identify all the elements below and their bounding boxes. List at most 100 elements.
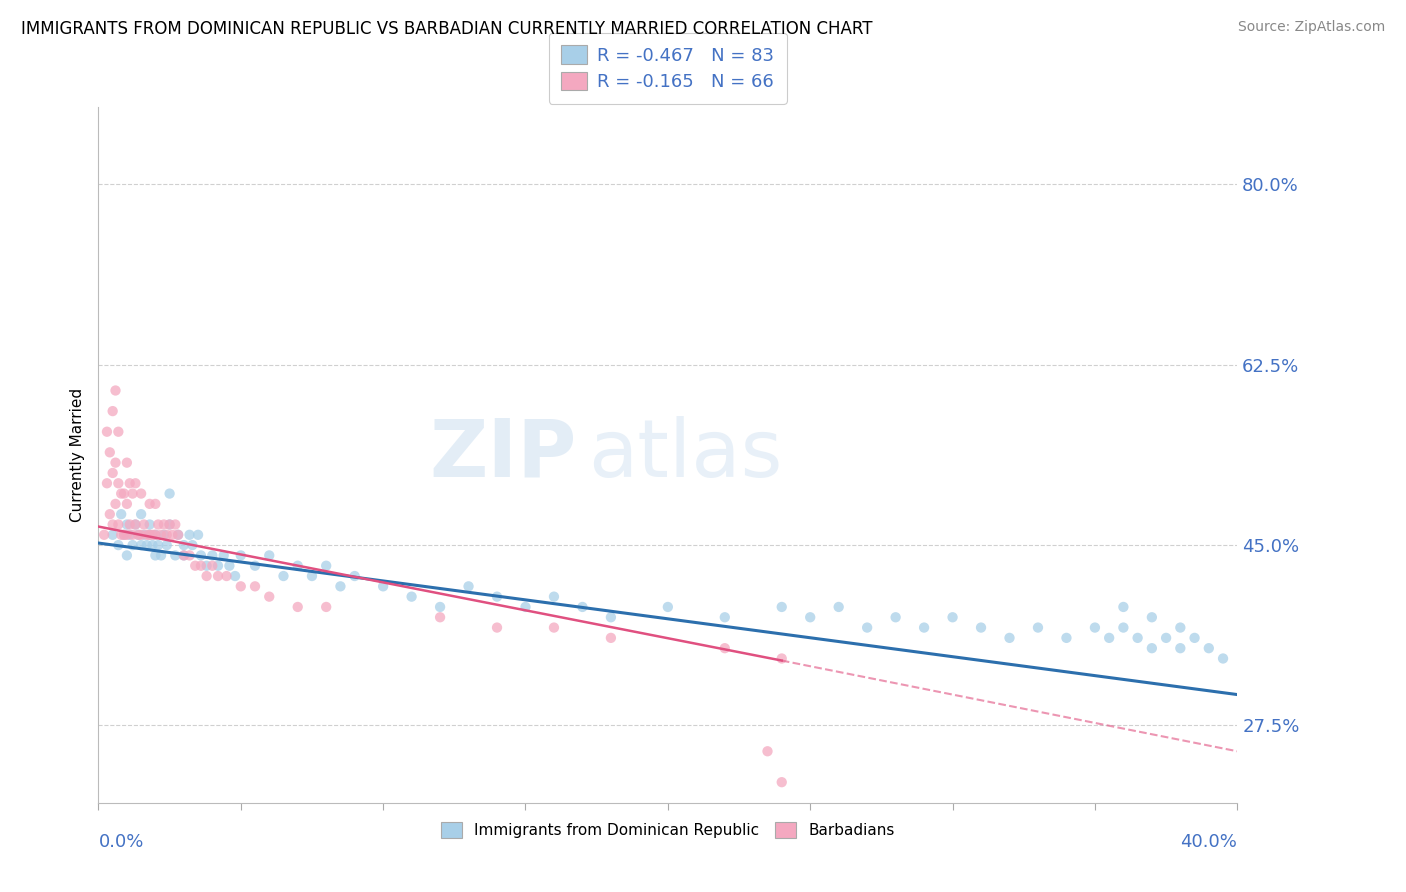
Text: ZIP: ZIP bbox=[429, 416, 576, 494]
Point bbox=[110, 507, 132, 521]
Point bbox=[190, 549, 212, 563]
Point bbox=[150, 549, 173, 563]
Point bbox=[259, 549, 281, 563]
Point bbox=[129, 528, 152, 542]
Point bbox=[124, 517, 146, 532]
Text: Source: ZipAtlas.com: Source: ZipAtlas.com bbox=[1237, 20, 1385, 34]
Point bbox=[343, 569, 366, 583]
Point bbox=[515, 599, 537, 614]
Point bbox=[124, 476, 146, 491]
Point bbox=[96, 476, 118, 491]
Point bbox=[115, 549, 138, 563]
Point bbox=[329, 579, 352, 593]
Point bbox=[970, 621, 993, 635]
Point bbox=[273, 569, 295, 583]
Point bbox=[229, 579, 252, 593]
Point bbox=[165, 517, 187, 532]
Point bbox=[118, 517, 141, 532]
Point bbox=[1170, 641, 1192, 656]
Point bbox=[115, 517, 138, 532]
Point bbox=[287, 599, 309, 614]
Point bbox=[884, 610, 907, 624]
Point bbox=[912, 621, 935, 635]
Point bbox=[127, 528, 149, 542]
Point bbox=[98, 445, 121, 459]
Point bbox=[173, 549, 195, 563]
Point bbox=[1140, 610, 1163, 624]
Point bbox=[145, 549, 167, 563]
Point bbox=[135, 538, 157, 552]
Point bbox=[159, 517, 181, 532]
Point bbox=[167, 528, 190, 542]
Point bbox=[998, 631, 1021, 645]
Point bbox=[145, 528, 167, 542]
Point bbox=[124, 517, 146, 532]
Point bbox=[770, 775, 793, 789]
Point bbox=[195, 569, 218, 583]
Point bbox=[486, 590, 509, 604]
Point bbox=[145, 497, 167, 511]
Point bbox=[1056, 631, 1078, 645]
Point bbox=[243, 579, 266, 593]
Point bbox=[121, 486, 143, 500]
Y-axis label: Currently Married: Currently Married bbox=[69, 388, 84, 522]
Point bbox=[96, 425, 118, 439]
Point bbox=[201, 549, 224, 563]
Point bbox=[799, 610, 821, 624]
Point bbox=[1098, 631, 1121, 645]
Point bbox=[101, 404, 124, 418]
Point bbox=[229, 549, 252, 563]
Point bbox=[107, 517, 129, 532]
Legend: Immigrants from Dominican Republic, Barbadians: Immigrants from Dominican Republic, Barb… bbox=[432, 813, 904, 847]
Point bbox=[770, 599, 793, 614]
Point bbox=[571, 599, 593, 614]
Point bbox=[1126, 631, 1149, 645]
Point bbox=[104, 384, 127, 398]
Point bbox=[224, 569, 246, 583]
Point bbox=[173, 549, 195, 563]
Point bbox=[714, 641, 737, 656]
Point bbox=[1112, 599, 1135, 614]
Point bbox=[1084, 621, 1107, 635]
Point bbox=[141, 528, 163, 542]
Point bbox=[107, 425, 129, 439]
Point bbox=[1140, 641, 1163, 656]
Point bbox=[600, 610, 623, 624]
Point bbox=[129, 538, 152, 552]
Point bbox=[287, 558, 309, 573]
Point bbox=[107, 538, 129, 552]
Point bbox=[115, 528, 138, 542]
Point bbox=[156, 538, 179, 552]
Point bbox=[167, 528, 190, 542]
Point bbox=[141, 538, 163, 552]
Point bbox=[401, 590, 423, 604]
Point bbox=[132, 517, 155, 532]
Point bbox=[148, 517, 170, 532]
Text: 0.0%: 0.0% bbox=[98, 833, 143, 851]
Point bbox=[207, 569, 229, 583]
Point bbox=[101, 517, 124, 532]
Point bbox=[714, 610, 737, 624]
Point bbox=[129, 507, 152, 521]
Point bbox=[259, 590, 281, 604]
Point bbox=[107, 476, 129, 491]
Point bbox=[315, 558, 337, 573]
Point bbox=[118, 476, 141, 491]
Point bbox=[207, 558, 229, 573]
Point bbox=[153, 517, 176, 532]
Point bbox=[93, 528, 115, 542]
Point bbox=[115, 456, 138, 470]
Point bbox=[1154, 631, 1177, 645]
Point bbox=[243, 558, 266, 573]
Point bbox=[486, 621, 509, 635]
Point bbox=[98, 507, 121, 521]
Point bbox=[112, 528, 135, 542]
Point bbox=[457, 579, 479, 593]
Point bbox=[828, 599, 851, 614]
Text: atlas: atlas bbox=[588, 416, 783, 494]
Point bbox=[315, 599, 337, 614]
Point bbox=[110, 486, 132, 500]
Point bbox=[173, 538, 195, 552]
Point bbox=[127, 528, 149, 542]
Point bbox=[373, 579, 395, 593]
